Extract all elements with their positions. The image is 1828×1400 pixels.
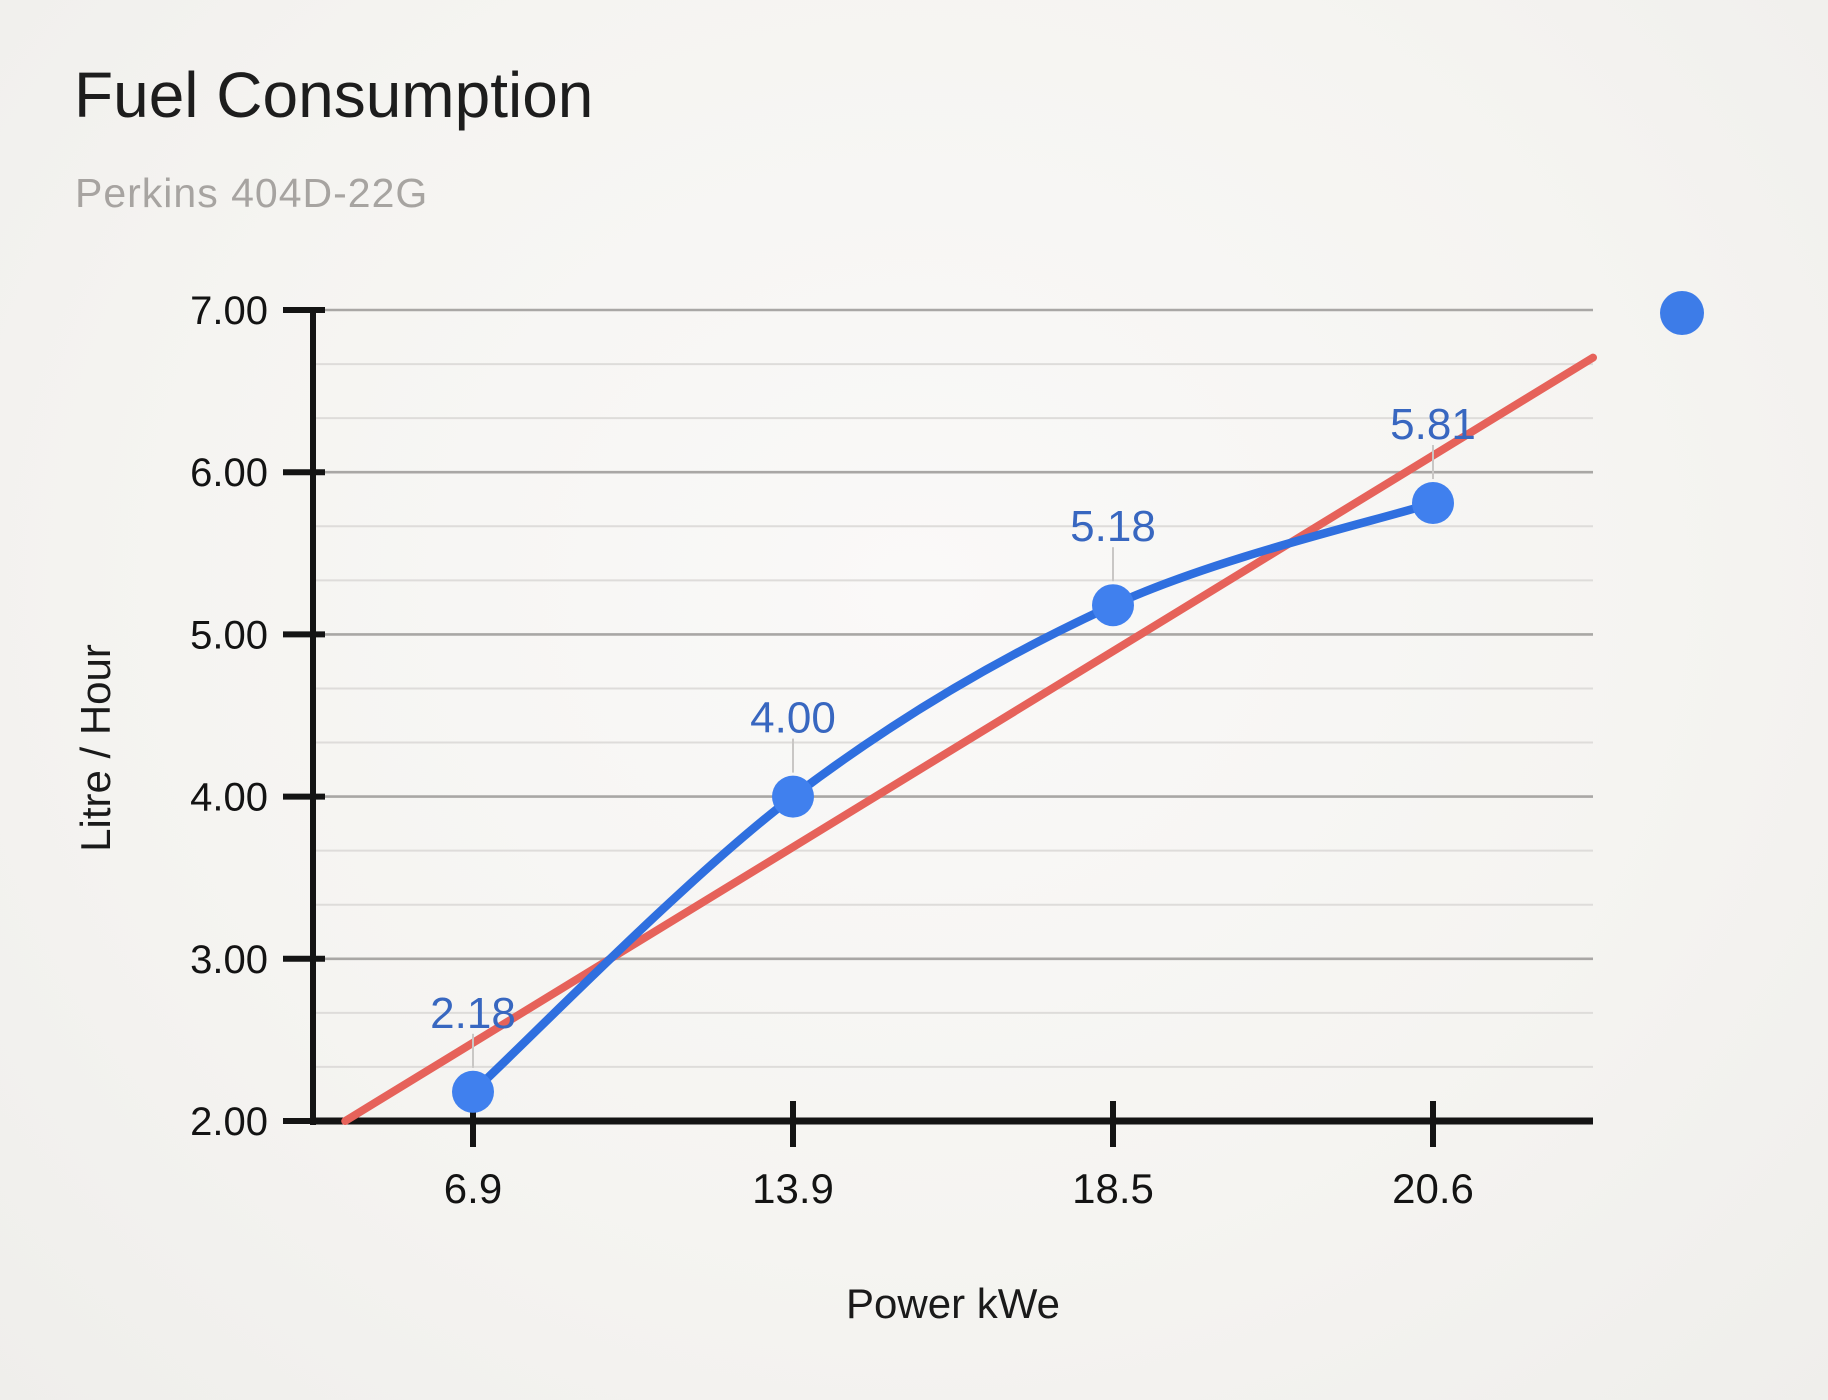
- y-tick-label: 2.00: [190, 1100, 268, 1144]
- y-tick-label: 5.00: [190, 613, 268, 657]
- data-point[interactable]: [452, 1070, 494, 1113]
- data-point-label: 4.00: [750, 694, 836, 743]
- chart-subtitle: Perkins 404D-22G: [75, 170, 429, 216]
- y-tick-label: 3.00: [190, 938, 268, 982]
- data-point[interactable]: [1412, 482, 1454, 525]
- x-tick-label: 6.9: [444, 1165, 502, 1212]
- y-tick-label: 6.00: [190, 451, 268, 495]
- x-tick-label: 13.9: [752, 1165, 834, 1212]
- data-point[interactable]: [772, 775, 814, 818]
- series-line: [468, 498, 1438, 1097]
- x-tick-label: 18.5: [1072, 1165, 1154, 1212]
- data-point-label: 2.18: [430, 989, 516, 1038]
- x-tick-label: 20.6: [1392, 1165, 1474, 1212]
- legend-marker-icon[interactable]: [1660, 291, 1704, 335]
- data-point-label: 5.18: [1070, 502, 1156, 551]
- data-point[interactable]: [1092, 584, 1134, 627]
- trendline: [341, 353, 1597, 1125]
- y-tick-label: 7.00: [190, 289, 268, 333]
- data-point-label: 5.81: [1390, 400, 1476, 449]
- y-tick-label: 4.00: [190, 776, 268, 820]
- chart-title: Fuel Consumption: [74, 59, 594, 131]
- x-axis-title: Power kWe: [846, 1280, 1060, 1327]
